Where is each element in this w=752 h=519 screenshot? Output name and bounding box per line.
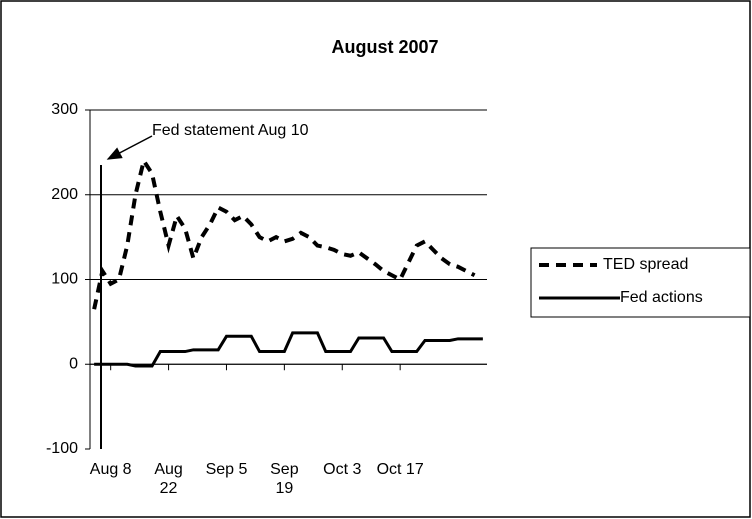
legend-label: TED spread	[603, 256, 688, 273]
y-tick-label: 0	[69, 355, 78, 372]
legend-label: Fed actions	[620, 289, 703, 306]
annotation-arrow	[106, 135, 153, 160]
y-tick-label: -100	[46, 440, 78, 457]
x-tick-label: Aug 22	[154, 461, 183, 497]
x-tick-label: Oct 17	[376, 461, 424, 478]
annotation: Fed statement Aug 10	[152, 122, 309, 139]
line-series	[92, 155, 476, 310]
chart-title: August 2007	[331, 37, 438, 57]
y-tick-label: 300	[51, 101, 78, 118]
x-tick-label: Aug 8	[89, 461, 132, 478]
legend-box	[530, 247, 751, 318]
line-series	[94, 331, 483, 368]
x-tick-label: Oct 3	[323, 461, 362, 478]
y-tick-label: 100	[51, 271, 78, 288]
y-tick-label: 200	[51, 186, 78, 203]
x-tick-label: Sep 5	[205, 461, 248, 478]
x-tick-label: Sep 19	[270, 461, 299, 497]
